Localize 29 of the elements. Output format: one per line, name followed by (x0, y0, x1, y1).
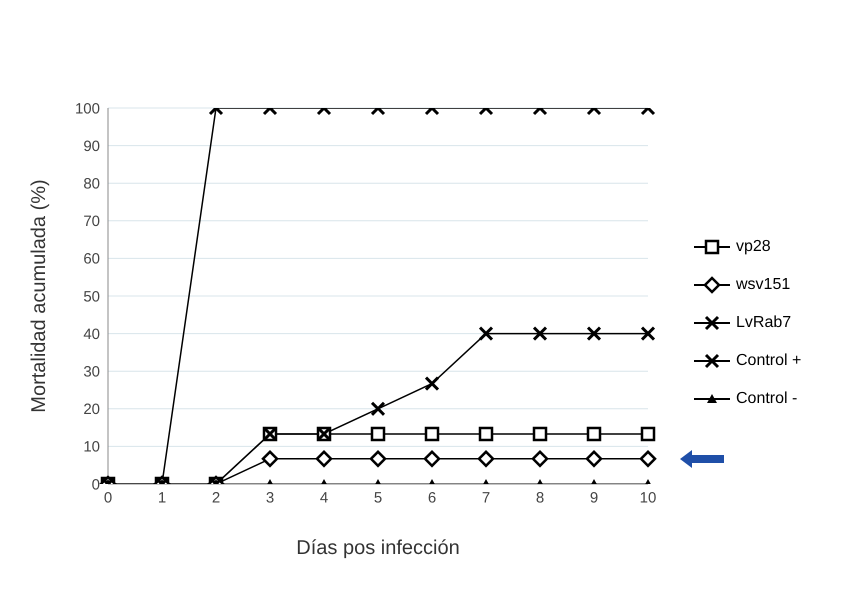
y-tick-label: 50 (83, 288, 100, 306)
x-tick-label: 8 (536, 490, 544, 507)
y-tick-label: 0 (92, 476, 100, 494)
x-tick-label: 9 (590, 490, 598, 507)
y-tick-label: 70 (83, 213, 100, 230)
y-tick-label: 80 (83, 176, 100, 193)
legend-label: LvRab7 (736, 314, 792, 332)
legend-label: wsv151 (736, 276, 790, 294)
x-tick-label: 10 (640, 490, 656, 507)
x-axis-title: Días pos infección (296, 537, 460, 559)
legend-label: Control - (736, 390, 798, 408)
x-tick-label: 6 (428, 490, 436, 507)
x-tick-label: 3 (266, 490, 274, 507)
legend-label: Control + (736, 352, 802, 370)
y-tick-label: 60 (83, 250, 100, 268)
y-tick-label: 30 (83, 364, 100, 381)
x-tick-label: 7 (482, 490, 490, 507)
y-tick-label: 100 (74, 100, 100, 118)
x-tick-label: 4 (320, 490, 328, 507)
x-tick-label: 2 (212, 490, 220, 507)
x-tick-label: 1 (158, 490, 166, 507)
y-tick-label: 10 (83, 438, 100, 456)
x-tick-label: 0 (104, 490, 112, 507)
y-axis-title: Mortalidad acumulada (%) (28, 179, 50, 413)
y-tick-label: 20 (83, 401, 100, 418)
legend-label: vp28 (736, 238, 771, 256)
y-tick-label: 90 (83, 138, 100, 155)
y-tick-label: 40 (83, 326, 100, 343)
x-tick-label: 5 (374, 490, 382, 507)
